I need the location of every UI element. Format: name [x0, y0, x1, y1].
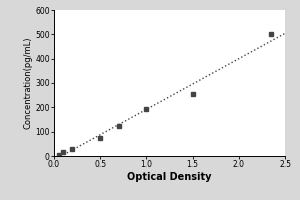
X-axis label: Optical Density: Optical Density: [127, 172, 212, 182]
Y-axis label: Concentration(pg/mL): Concentration(pg/mL): [23, 37, 32, 129]
